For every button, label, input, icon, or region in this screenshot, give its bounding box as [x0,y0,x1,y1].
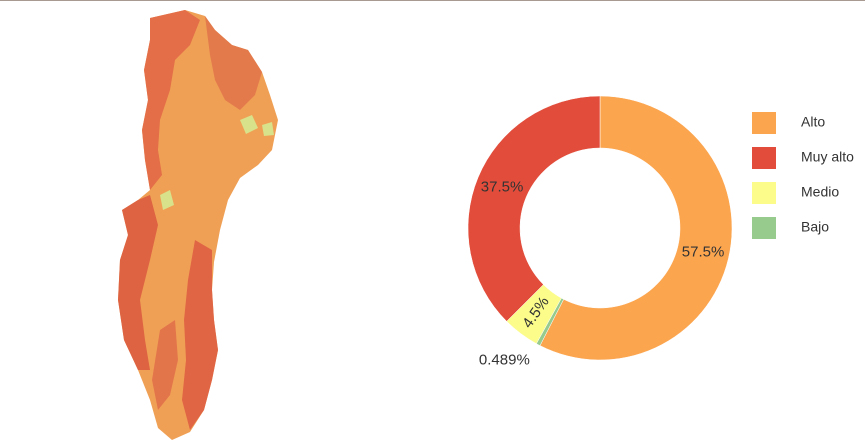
donut-chart: 57.5%37.5%4.5%0.489% [468,96,732,369]
page: 57.5%37.5%4.5%0.489% AltoMuy altoMedioBa… [0,0,865,445]
legend-label: Medio [801,184,839,200]
data-label: 37.5% [481,178,524,195]
legend: Alto Muy alto Medio Bajo [752,112,854,239]
data-label: 0.489% [479,352,530,369]
map [118,10,278,440]
legend-label: Muy alto [801,149,854,165]
legend-label: Alto [801,114,825,130]
data-label: 57.5% [682,244,725,261]
legend-swatch [752,112,776,134]
legend-swatch [752,147,776,169]
donut-slice [468,96,600,321]
legend-swatch [752,182,776,204]
legend-label: Bajo [801,219,829,235]
legend-swatch [752,217,776,239]
